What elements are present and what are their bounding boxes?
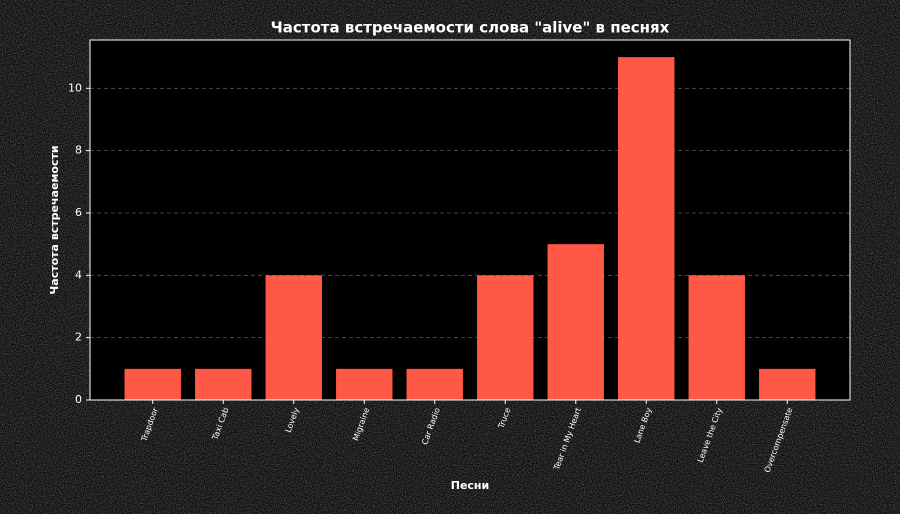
bar	[336, 368, 393, 400]
y-axis-label: Частота встречаемости	[48, 145, 61, 294]
y-tick-label: 0	[75, 393, 82, 406]
bar	[547, 244, 604, 400]
bar	[477, 275, 534, 400]
bar	[406, 368, 463, 400]
bar	[195, 368, 252, 400]
y-tick-label: 4	[75, 268, 82, 281]
x-axis-label: Песни	[451, 479, 490, 492]
bar	[688, 275, 745, 400]
bar	[759, 368, 816, 400]
chart-title: Частота встречаемости слова "alive" в пе…	[271, 19, 670, 37]
bar	[124, 368, 181, 400]
bar	[618, 57, 675, 401]
y-tick-label: 2	[75, 331, 82, 344]
plot-frame	[89, 39, 851, 401]
y-tick-label: 6	[75, 206, 82, 219]
bar	[265, 275, 322, 400]
y-tick-label: 8	[75, 144, 82, 157]
y-tick-label: 10	[68, 81, 82, 94]
